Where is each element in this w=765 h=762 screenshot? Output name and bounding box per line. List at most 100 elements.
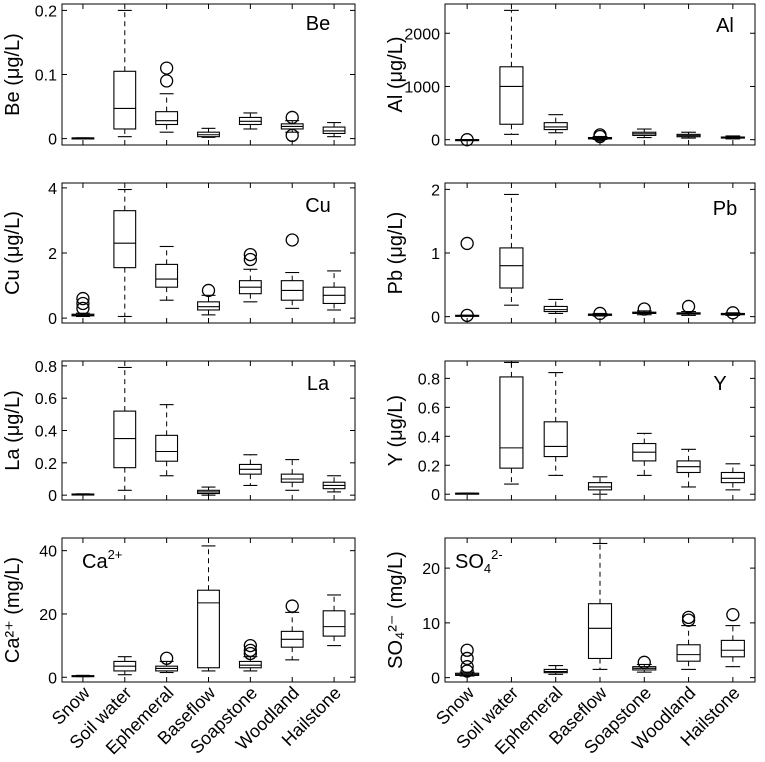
- panel-be: 0 0.1 0.2 Be (μg/L) Be: [2, 3, 356, 149]
- y-axis-label: Be (μg/L): [2, 33, 24, 116]
- box-baseflow: [197, 486, 220, 496]
- panel-label: Be: [306, 13, 330, 35]
- box-snow: [455, 643, 480, 678]
- y-tick-label: 0: [48, 488, 57, 505]
- outlier-point: [285, 599, 299, 613]
- box-soil-water: [499, 193, 524, 306]
- box-ephemeral: [155, 61, 179, 133]
- outlier-point: [681, 299, 696, 314]
- box-soapstone: [238, 638, 262, 672]
- iqr-box: [587, 482, 613, 491]
- box-soapstone: [238, 454, 262, 487]
- outlier-point: [637, 302, 651, 316]
- outlier-point: [159, 61, 174, 75]
- outlier-point: [637, 655, 651, 669]
- y-tick-label: 0.8: [35, 359, 57, 376]
- box-baseflow: [197, 127, 220, 138]
- panel-label: Y: [713, 373, 726, 395]
- label-base: SO: [455, 551, 484, 573]
- box-soil-water: [499, 361, 524, 485]
- box-ephemeral: [155, 404, 179, 477]
- box-baseflow: [587, 542, 613, 670]
- y-tick-label: 40: [39, 544, 57, 561]
- outlier-point: [726, 306, 740, 320]
- y-tick-label: 1: [431, 246, 440, 263]
- y-tick-label: 10: [422, 616, 440, 633]
- box-woodland: [676, 610, 701, 670]
- box-snow: [455, 133, 480, 147]
- iqr-box: [155, 263, 179, 288]
- y-tick-label: 0: [48, 670, 57, 687]
- outlier-point: [726, 608, 740, 622]
- label-subscript: 4: [484, 561, 491, 576]
- y-tick-label: 0.2: [35, 456, 57, 473]
- iqr-box: [113, 210, 137, 269]
- box-soapstone: [632, 128, 657, 139]
- y-tick-label: 0.2: [418, 458, 440, 475]
- y-tick-label: 0: [48, 311, 57, 328]
- box-woodland: [676, 448, 701, 488]
- outlier-point: [76, 301, 90, 315]
- box-soil-water: [499, 9, 524, 135]
- iqr-box: [280, 473, 304, 483]
- box-ephemeral: [155, 651, 179, 674]
- box-soil-water: [113, 188, 137, 318]
- box-hailstone: [322, 122, 346, 138]
- outlier-point: [460, 308, 474, 323]
- y-tick-label: 1000: [404, 79, 440, 96]
- y-tick-label: 20: [39, 607, 57, 624]
- box-snow: [71, 291, 95, 318]
- box-soil-water: [113, 9, 137, 138]
- box-woodland: [280, 233, 304, 309]
- outlier-point: [285, 233, 299, 247]
- iqr-box: [720, 471, 745, 484]
- y-axis-label: Y (μg/L): [385, 395, 407, 466]
- box-hailstone: [720, 306, 745, 320]
- y-tick-label: 2: [431, 182, 440, 199]
- plot-frame: [444, 3, 756, 146]
- outlier-point: [460, 651, 474, 666]
- iqr-box: [155, 111, 179, 126]
- panel-label: Al: [716, 15, 734, 37]
- outlier-point: [243, 252, 258, 267]
- y-tick-label: 20: [422, 561, 440, 578]
- y-tick-label: 2000: [404, 26, 440, 43]
- outlier-point: [593, 128, 607, 142]
- panel-la: 0 0.2 0.4 0.6 0.8 La (μg/L) La: [2, 359, 356, 505]
- box-snow: [71, 493, 95, 496]
- y-axis-label: La (μg/L): [2, 390, 24, 470]
- y-tick-label: 0.2: [35, 3, 57, 20]
- box-soil-water: [113, 656, 137, 676]
- panel-y: 0 0.2 0.4 0.6 0.8 Y (μg/L) Y: [385, 360, 756, 504]
- iqr-box: [676, 644, 701, 662]
- box-hailstone: [322, 475, 346, 493]
- box-woodland: [676, 131, 701, 139]
- y-axis-label: Cu (μg/L): [2, 211, 24, 295]
- box-hailstone: [720, 135, 745, 140]
- box-ephemeral: [543, 372, 568, 476]
- y-tick-label: 2: [48, 246, 57, 263]
- y-tick-label: 0: [431, 671, 440, 688]
- outlier-point: [460, 236, 474, 251]
- iqr-box: [113, 70, 137, 130]
- box-baseflow: [587, 128, 613, 144]
- iqr-box: [197, 301, 220, 311]
- box-hailstone: [322, 270, 346, 311]
- outlier-point: [593, 306, 607, 321]
- outlier-point: [681, 610, 696, 625]
- iqr-box: [543, 421, 568, 458]
- label-superscript: 2-: [491, 547, 503, 562]
- iqr-box: [543, 305, 568, 313]
- outlier-point: [285, 128, 299, 143]
- box-soil-water: [113, 366, 137, 491]
- box-ephemeral: [543, 665, 568, 675]
- panel-label: Pb: [713, 198, 737, 220]
- outlier-point: [243, 247, 258, 262]
- box-woodland: [280, 599, 304, 661]
- outlier-point: [681, 613, 696, 627]
- iqr-box: [720, 639, 745, 658]
- panel-label: Cu: [305, 195, 331, 217]
